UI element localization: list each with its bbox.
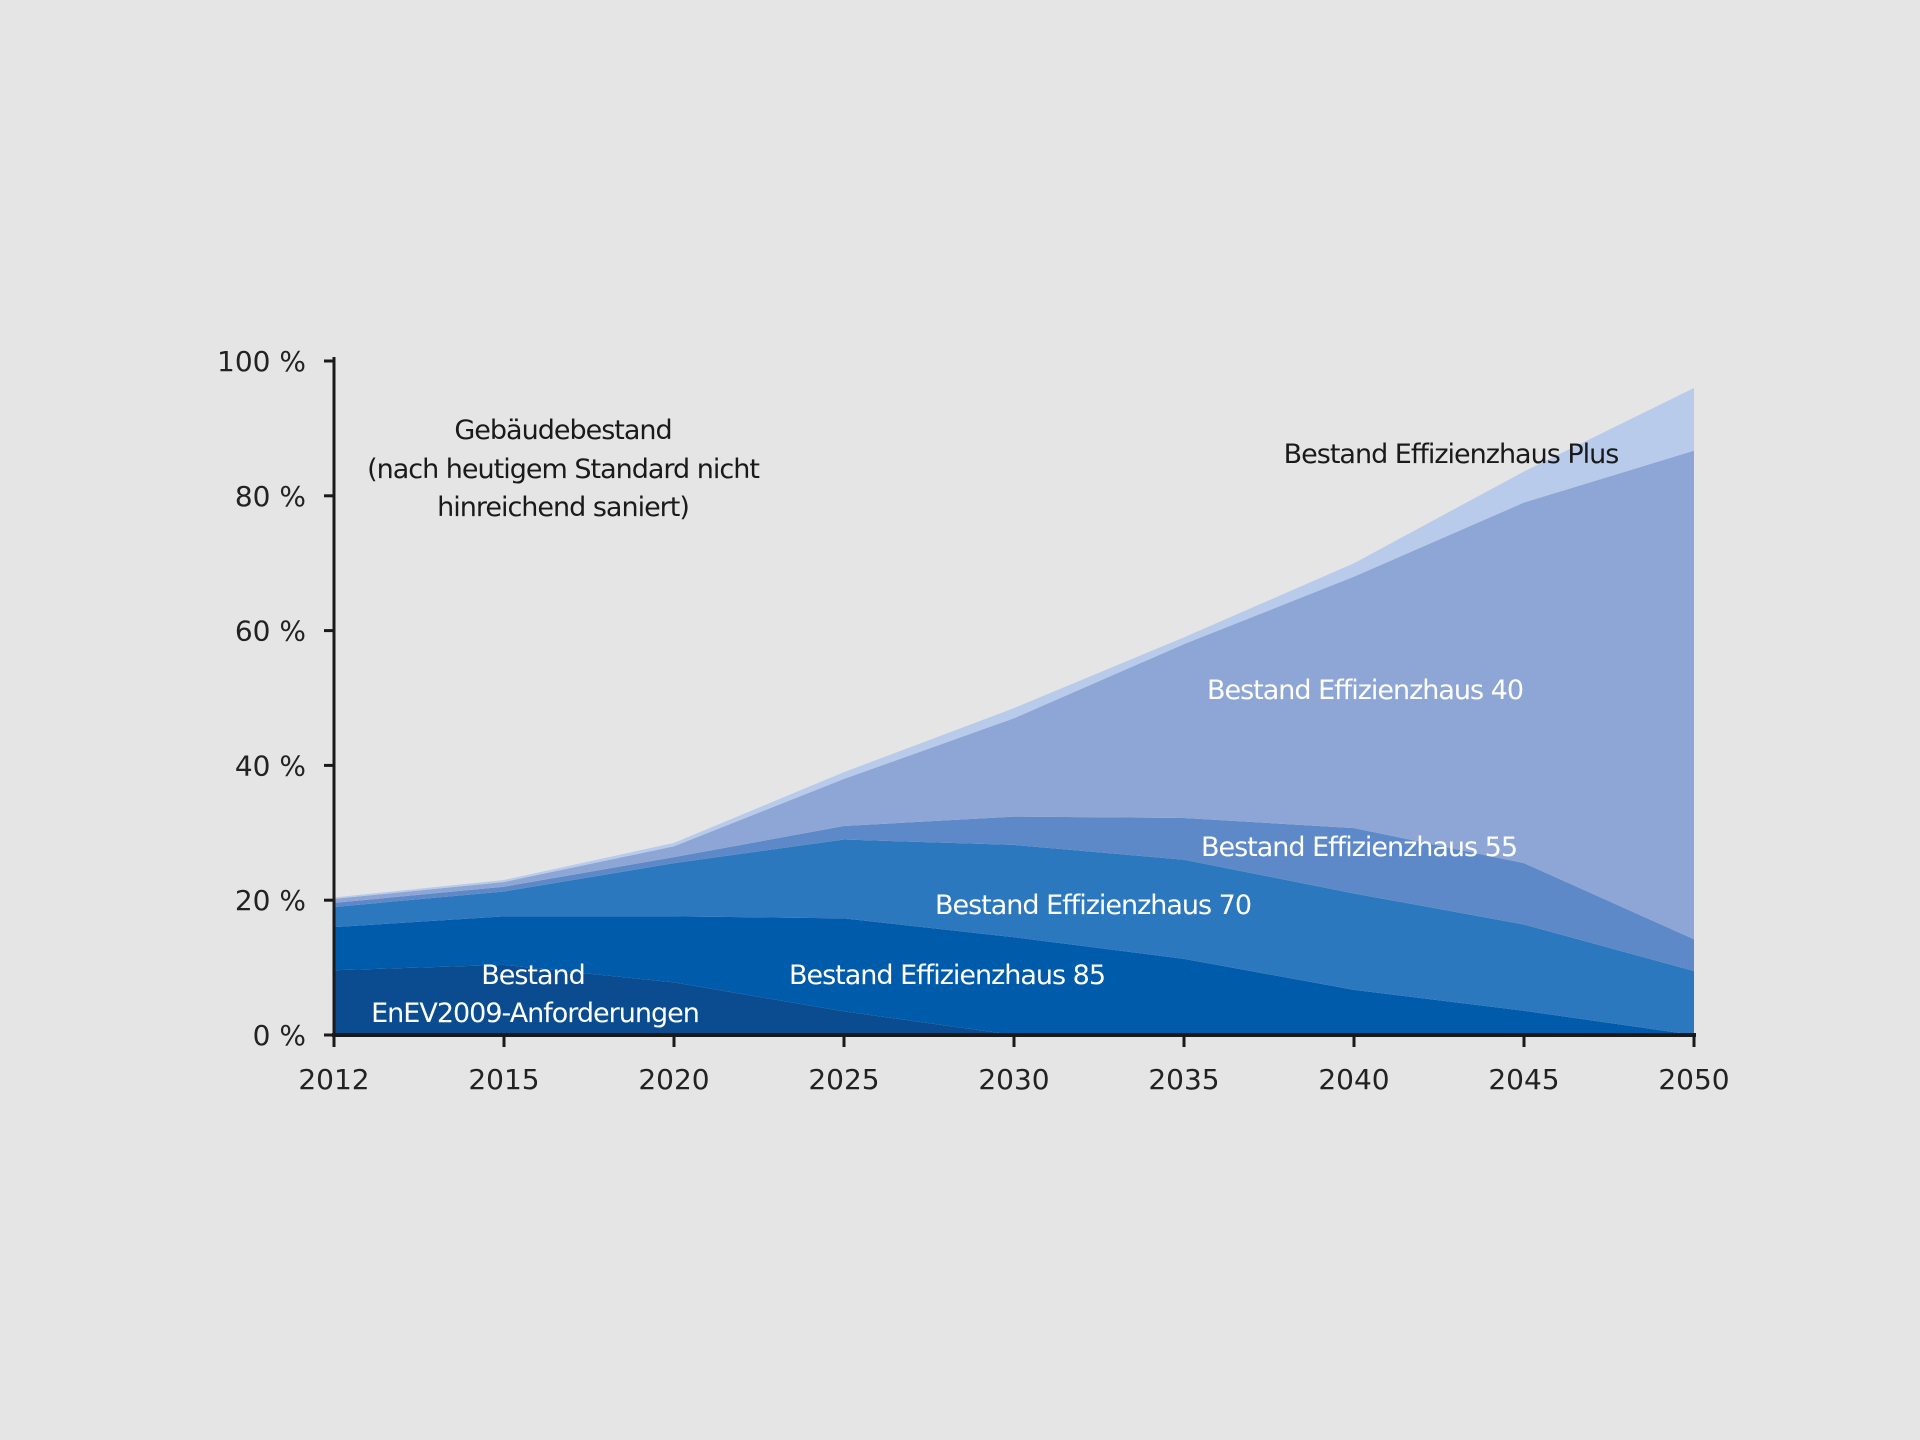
x-tick-label: 2020 [638,1063,709,1096]
annotation-line-1: Gebäudebestand [454,415,671,446]
axes-group: 0 % 20 % 40 % 60 % 80 % 100 % 2012 2015 2020 2025… [217,345,1730,1096]
x-tick-label: 2030 [978,1063,1049,1096]
label-effizienzhaus-70: Bestand Effizienzhaus 70 [935,890,1251,921]
x-tick-label: 2015 [468,1063,539,1096]
label-effizienzhaus-40: Bestand Effizienzhaus 40 [1207,675,1523,706]
label-enev2009-line-1: Bestand [481,960,585,991]
area-bestand-effizienzhaus-85 [334,916,1694,1035]
x-tick-label: 2050 [1658,1063,1729,1096]
y-tick-label: 80 % [235,480,306,513]
label-enev2009-line-2: EnEV2009-Anforderungen [371,998,699,1029]
y-tick-label: 40 % [235,749,306,782]
x-tick-label: 2045 [1488,1063,1559,1096]
area-bestand-effizienzhaus-70 [334,839,1694,1035]
x-tick-label: 2035 [1148,1063,1219,1096]
area-bestand-effizienzhaus-40 [334,450,1694,940]
x-tick-label: 2025 [808,1063,879,1096]
y-tick-label: 0 % [253,1019,306,1052]
y-tick-label: 100 % [217,345,306,378]
label-effizienzhaus-plus: Bestand Effizienzhaus Plus [1284,439,1619,470]
label-effizienzhaus-85: Bestand Effizienzhaus 85 [789,960,1105,991]
x-tick-label: 2040 [1318,1063,1389,1096]
areas-group [334,387,1694,1035]
area-bestand-effizienzhaus-55 [334,816,1694,971]
annotation-line-3: hinreichend saniert) [437,492,689,523]
annotation-line-2: (nach heutigem Standard nicht [367,454,759,485]
annotation-building-stock: Gebäudebestand (nach heutigem Standard n… [367,415,760,523]
y-tick-label: 60 % [235,615,306,648]
x-tick-label: 2012 [298,1063,369,1096]
y-tick-label: 20 % [235,884,306,917]
label-effizienzhaus-55: Bestand Effizienzhaus 55 [1201,832,1517,863]
